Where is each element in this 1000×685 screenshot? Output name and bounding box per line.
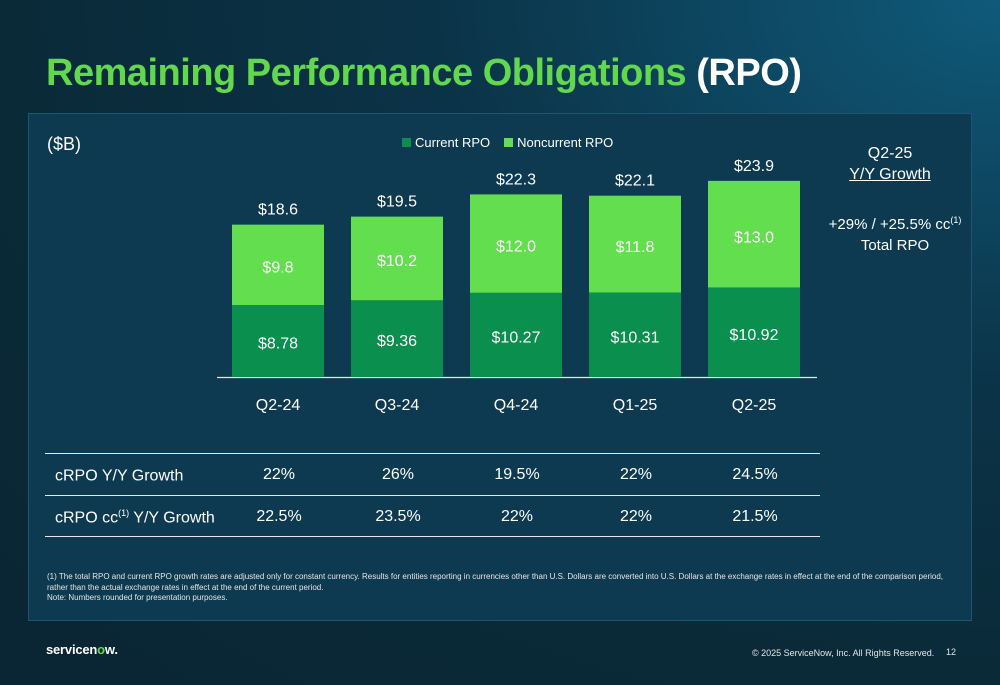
- data-label-total: $22.3: [496, 171, 536, 188]
- bar-current-rpo: [470, 292, 562, 377]
- legend-item-noncurrent: Noncurrent RPO: [504, 135, 613, 150]
- total-growth-label: Total RPO: [860, 237, 930, 254]
- table-row: cRPO cc(1) Y/Y Growth 22.5% 23.5% 22% 22…: [45, 495, 820, 537]
- data-label-total: $18.6: [258, 202, 298, 219]
- title-main: Remaining Performance Obligations: [46, 52, 687, 94]
- chart-legend: Current RPO Noncurrent RPO: [402, 135, 613, 150]
- table-cell: 23.5%: [375, 508, 421, 525]
- data-label-current: $9.36: [377, 333, 417, 350]
- bar-current-rpo: [351, 300, 443, 377]
- data-label-noncurrent: $10.2: [377, 253, 417, 270]
- title-abbrev: (RPO): [696, 52, 802, 94]
- legend-swatch-noncurrent: [504, 138, 514, 147]
- data-label-noncurrent: $9.8: [262, 259, 293, 276]
- bar-noncurrent-rpo: [232, 224, 324, 306]
- total-growth-value: +29% / +25.5% cc: [828, 216, 951, 233]
- growth-table: cRPO Y/Y Growth 22% 26% 19.5% 22% 24.5% …: [45, 453, 820, 537]
- table-cell: 26%: [381, 466, 415, 483]
- x-tick-label: Q2-24: [256, 397, 301, 414]
- footnote-1: (1) The total RPO and current RPO growth…: [47, 572, 944, 592]
- data-label-total: $22.1: [615, 173, 655, 190]
- bar-noncurrent-rpo: [470, 194, 562, 293]
- table-cell: 22%: [619, 508, 653, 525]
- data-label-total: $19.5: [377, 194, 417, 211]
- servicenow-logo: servicenow.: [46, 642, 118, 657]
- side-heading: Q2-25 Y/Y Growth: [830, 143, 950, 185]
- footnote-note: Note: Numbers rounded for presentation p…: [47, 593, 228, 602]
- total-growth-footnote-ref: (1): [950, 215, 962, 225]
- page-number: 12: [946, 647, 957, 657]
- table-cell: 19.5%: [494, 466, 540, 483]
- legend-label-current: Current RPO: [415, 135, 491, 150]
- unit-label: ($B): [47, 134, 82, 154]
- x-tick-label: Q3-24: [375, 397, 420, 414]
- table-row-label: cRPO cc(1) Y/Y Growth: [55, 508, 215, 527]
- x-tick-label: Q2-25: [732, 397, 777, 414]
- data-label-noncurrent: $12.0: [496, 239, 536, 256]
- legend-label-noncurrent: Noncurrent RPO: [517, 135, 614, 150]
- total-growth-line: +29% / +25.5% cc(1): [820, 210, 970, 235]
- bar-noncurrent-rpo: [589, 195, 681, 293]
- copyright: © 2025 ServiceNow, Inc. All Rights Reser…: [752, 648, 935, 658]
- legend-item-current: Current RPO: [402, 135, 490, 150]
- table-cell: 22%: [500, 508, 534, 525]
- table-cell: 24.5%: [732, 466, 778, 483]
- data-label-total: $23.9: [734, 158, 774, 175]
- bar-noncurrent-rpo: [351, 216, 443, 301]
- data-label-current: $10.92: [730, 327, 779, 344]
- data-label-current: $10.27: [492, 330, 541, 347]
- table-cell: 22%: [619, 466, 653, 483]
- table-cell: 22.5%: [256, 508, 302, 525]
- table-cell: 22%: [262, 466, 296, 483]
- footnote: (1) The total RPO and current RPO growth…: [47, 572, 947, 604]
- x-tick-label: Q1-25: [613, 397, 658, 414]
- side-total-growth: +29% / +25.5% cc(1) Total RPO: [820, 210, 970, 256]
- side-heading-period: Q2-25: [867, 145, 913, 162]
- table-row: cRPO Y/Y Growth 22% 26% 19.5% 22% 24.5%: [45, 453, 820, 495]
- bar-current-rpo: [589, 292, 681, 377]
- slide-title: Remaining Performance Obligations (RPO): [46, 52, 802, 95]
- legend-swatch-current: [402, 138, 411, 147]
- data-label-current: $10.31: [611, 329, 660, 346]
- x-tick-label: Q4-24: [494, 397, 539, 414]
- bar-current-rpo: [232, 305, 324, 377]
- data-label-noncurrent: $13.0: [734, 229, 774, 246]
- table-row-label: cRPO Y/Y Growth: [55, 467, 184, 485]
- bar-noncurrent-rpo: [708, 180, 800, 288]
- side-heading-growth: Y/Y Growth: [849, 166, 931, 183]
- bar-current-rpo: [708, 287, 800, 377]
- data-label-noncurrent: $11.8: [616, 239, 655, 256]
- table-cell: 21.5%: [732, 508, 778, 525]
- data-label-current: $8.78: [258, 335, 298, 352]
